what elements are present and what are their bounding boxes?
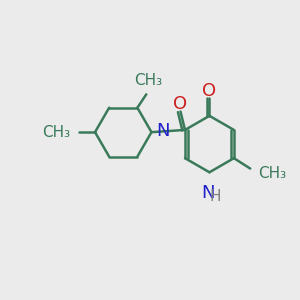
Text: CH₃: CH₃ bbox=[42, 125, 70, 140]
Text: CH₃: CH₃ bbox=[134, 73, 162, 88]
Text: N: N bbox=[156, 122, 169, 140]
Text: H: H bbox=[209, 189, 220, 204]
Text: CH₃: CH₃ bbox=[259, 166, 287, 181]
Text: N: N bbox=[201, 184, 215, 202]
Text: O: O bbox=[202, 82, 217, 100]
Text: O: O bbox=[173, 95, 188, 113]
